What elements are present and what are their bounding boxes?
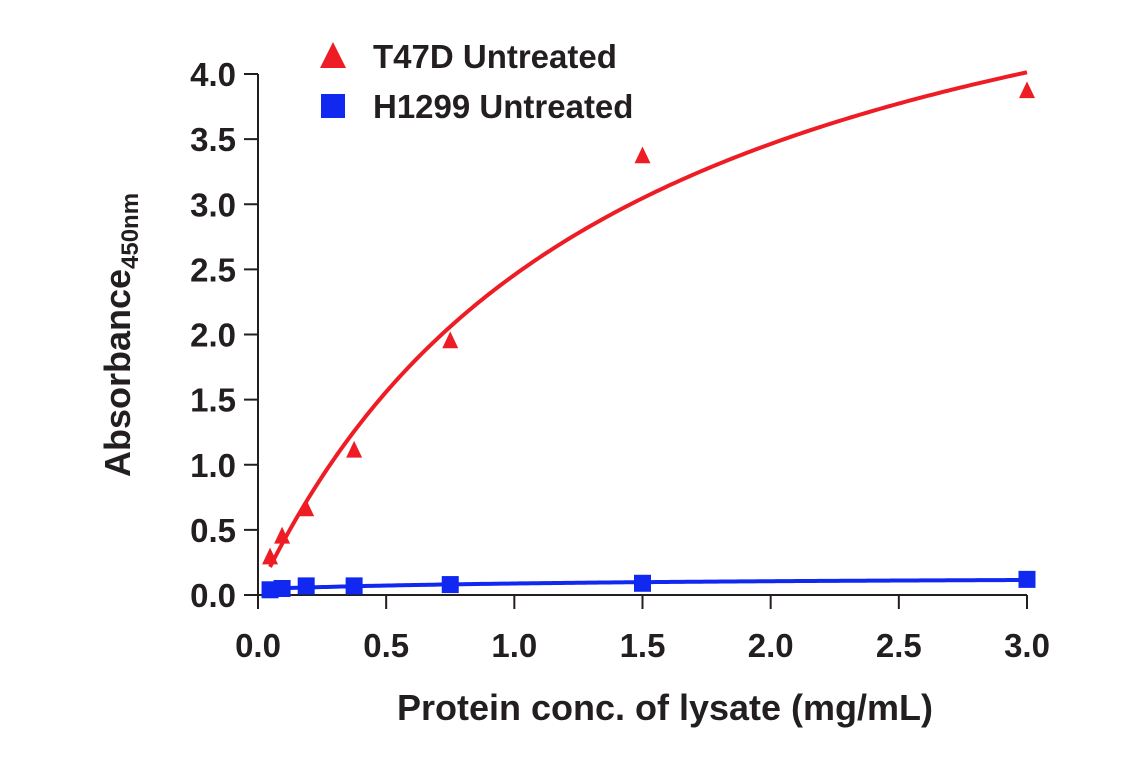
data-point-triangle [634,146,651,164]
legend-triangle-icon [320,42,346,68]
x-tick-label: 2.5 [876,627,922,664]
data-point-triangle [274,526,291,544]
data-point-triangle [1019,81,1035,99]
x-tick-label: 2.0 [748,627,794,664]
y-tick-label: 3.5 [190,121,236,158]
x-tick-label: 1.5 [620,627,666,664]
data-points [261,81,1036,599]
x-tick-label: 0.5 [363,627,409,664]
data-point-square [441,576,459,594]
y-tick-label: 0.0 [190,577,236,614]
data-point-square [634,574,651,592]
x-tick-label: 1.0 [491,627,537,664]
y-tick-label: 2.0 [190,317,236,354]
data-point-triangle [262,547,279,565]
x-tick-label: 3.0 [1004,627,1050,664]
y-axis-title-subscript: 450nm [117,193,144,269]
data-point-square [273,579,291,597]
data-point-square [1018,570,1036,588]
legend: T47D Untreated H1299 Untreated [320,38,633,125]
data-point-triangle [442,331,459,349]
y-axis-title: Absorbance450nm [97,193,144,477]
y-tick-label: 2.5 [190,251,236,288]
y-tick-label: 1.0 [190,447,236,484]
legend-label: H1299 Untreated [373,88,633,125]
fit-curves [268,70,1028,591]
legend-square-icon [321,94,345,118]
data-point-square [297,577,315,595]
y-axis-title-main: Absorbance [97,269,138,477]
x-axis-title: Protein conc. of lysate (mg/mL) [397,687,933,728]
y-tick-label: 4.0 [190,56,236,93]
data-point-triangle [346,440,363,458]
axes: 0.0 0.5 1.0 1.5 2.0 2.5 3.0 3.5 4.0 0.0 0.5 1.0 1.5 2… [190,56,1050,664]
fit-curve-0 [268,70,1028,568]
y-tick-label: 3.0 [190,186,236,223]
y-tick-label: 1.5 [190,382,236,419]
legend-label: T47D Untreated [373,38,617,75]
data-point-triangle [298,499,315,517]
y-tick-label: 0.5 [190,512,236,549]
data-point-square [345,577,363,595]
x-tick-label: 0.0 [235,627,281,664]
